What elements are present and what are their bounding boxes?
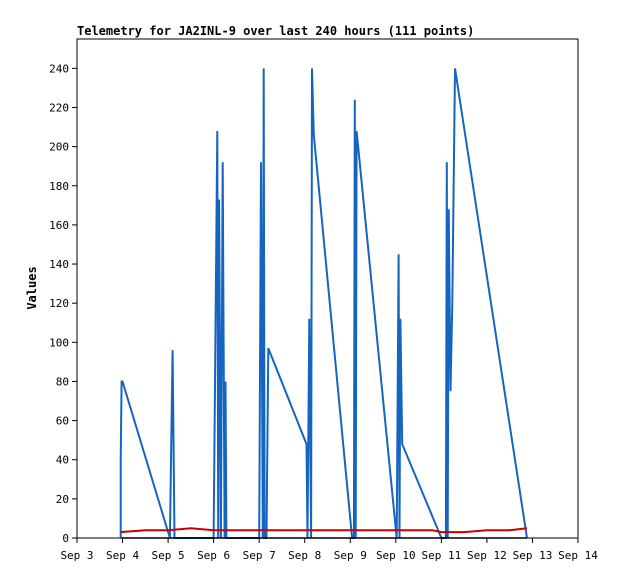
x-tick-label: Sep 13 bbox=[513, 549, 553, 562]
y-tick-label: 240 bbox=[49, 62, 69, 75]
y-tick-label: 140 bbox=[49, 258, 69, 271]
x-tick-label: Sep 9 bbox=[334, 549, 367, 562]
x-tick-label: Sep 14 bbox=[558, 549, 598, 562]
x-axis: Sep 3 Sep 4 Sep 5 Sep 6 Sep 7 Sep 8 Sep 9 Sep 1… bbox=[60, 538, 598, 562]
series-line-2 bbox=[120, 527, 528, 534]
y-axis: 0 20 40 60 80 100 120 140 160 180 200 220 240 bbox=[49, 62, 77, 545]
y-tick-label: 220 bbox=[49, 101, 69, 114]
y-tick-label: 100 bbox=[49, 336, 69, 349]
x-tick-label: Sep 12 bbox=[467, 549, 507, 562]
x-tick-label: Sep 5 bbox=[152, 549, 185, 562]
y-tick-label: 40 bbox=[56, 454, 69, 467]
x-tick-label: Sep 8 bbox=[288, 549, 321, 562]
y-tick-label: 160 bbox=[49, 219, 69, 232]
x-tick-label: Sep 11 bbox=[421, 549, 461, 562]
y-tick-label: 200 bbox=[49, 141, 69, 154]
y-tick-label: 20 bbox=[56, 493, 69, 506]
x-tick-label: Sep 6 bbox=[197, 549, 230, 562]
y-tick-label: 120 bbox=[49, 297, 69, 310]
chart-title: Telemetry for JA2INL-9 over last 240 hou… bbox=[77, 24, 474, 38]
y-tick-label: 80 bbox=[56, 375, 69, 388]
x-tick-label: Sep 10 bbox=[376, 549, 416, 562]
y-tick-label: 180 bbox=[49, 180, 69, 193]
series-layer bbox=[119, 68, 528, 539]
x-tick-label: Sep 7 bbox=[243, 549, 276, 562]
y-tick-label: 60 bbox=[56, 415, 69, 428]
x-tick-label: Sep 4 bbox=[106, 549, 139, 562]
x-tick-label: Sep 3 bbox=[60, 549, 93, 562]
y-tick-label: 0 bbox=[62, 532, 69, 545]
y-axis-label: Values bbox=[25, 266, 39, 309]
